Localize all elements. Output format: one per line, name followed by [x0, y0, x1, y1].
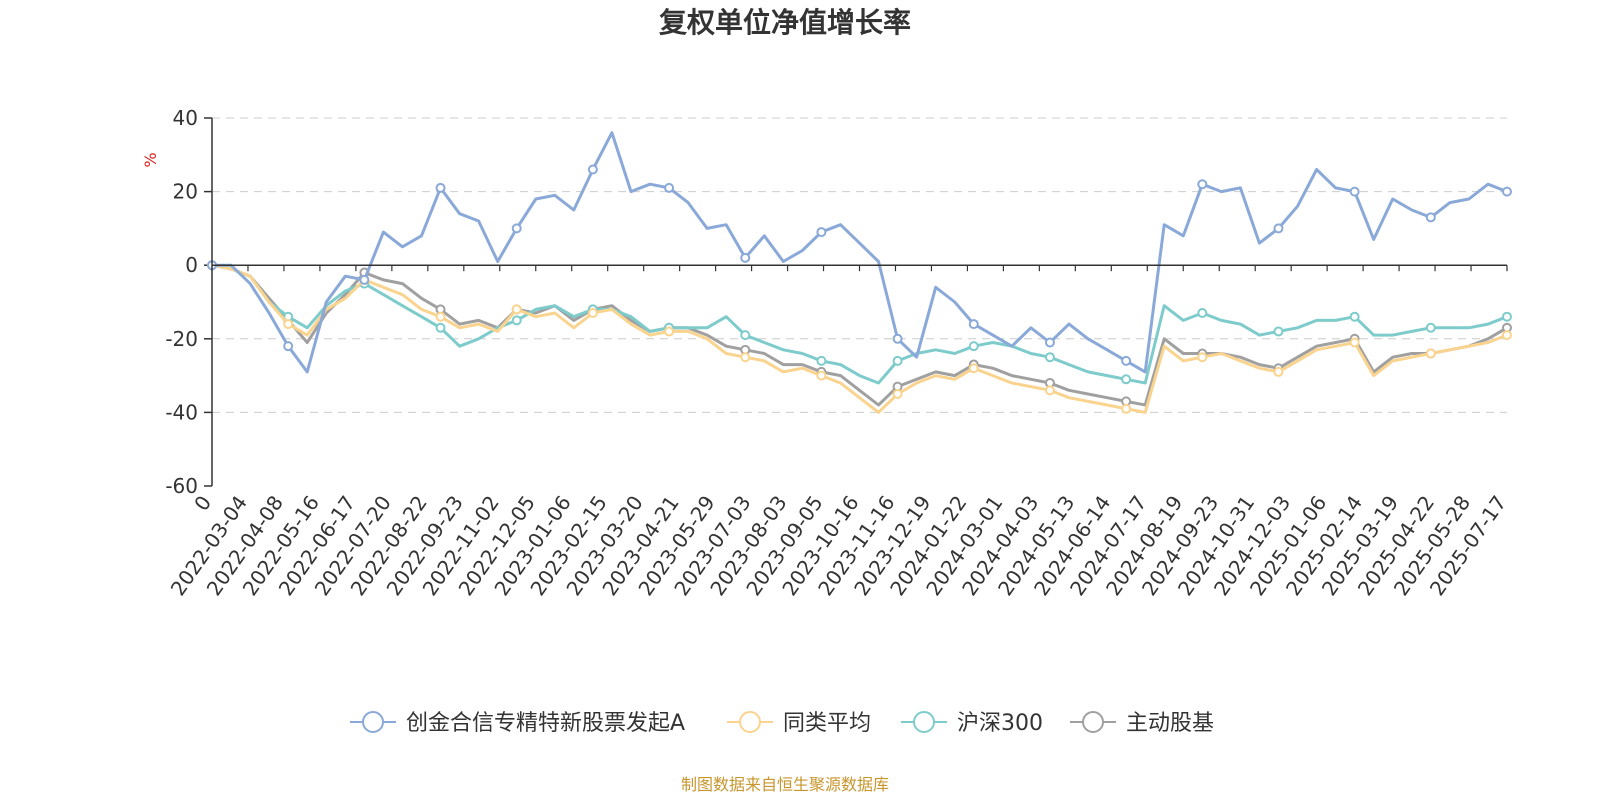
data-point: [740, 330, 751, 341]
data-point: [664, 182, 675, 193]
data-point: [1502, 186, 1512, 197]
y-tick-label: 20: [173, 180, 198, 204]
data-point: [1197, 179, 1208, 190]
data-point: [435, 182, 446, 193]
data-point: [1349, 186, 1360, 197]
data-point: [1121, 403, 1132, 414]
data-point: [359, 274, 370, 285]
data-point: [1044, 337, 1055, 348]
data-point: [511, 223, 522, 234]
data-point: [435, 322, 446, 333]
data-point: [1425, 212, 1436, 223]
data-point: [1121, 374, 1132, 385]
data-point: [587, 308, 598, 319]
legend-circle-icon: [913, 711, 935, 733]
data-point: [740, 252, 751, 263]
legend-circle-icon: [362, 711, 384, 733]
y-axis-unit-label: %: [141, 152, 160, 167]
chart-title: 复权单位净值增长率: [659, 6, 911, 39]
data-point: [816, 355, 827, 366]
data-point: [1349, 311, 1360, 322]
y-tick-label: -40: [165, 400, 198, 424]
data-point: [1349, 337, 1360, 348]
data-point: [664, 326, 675, 337]
data-point: [968, 363, 979, 374]
series-line: [212, 131, 1508, 374]
data-point: [1273, 223, 1284, 234]
data-point: [587, 164, 598, 175]
data-point: [892, 389, 903, 399]
data-point: [1121, 355, 1132, 366]
y-axis-ticks: 40 20 0 -20 -40 -60: [165, 106, 212, 498]
legend[interactable]: 创金合信专精特新股票发起A 同类平均 沪深300 主动股基: [350, 711, 1214, 736]
data-point: [816, 370, 827, 381]
data-point: [1273, 366, 1284, 377]
data-point: [968, 341, 979, 352]
data-point: [1197, 352, 1208, 363]
legend-item[interactable]: 创金合信专精特新股票发起A: [350, 711, 685, 736]
data-point: [892, 355, 903, 366]
data-point: [1502, 311, 1512, 322]
axes: [211, 118, 1507, 486]
data-point: [1044, 385, 1055, 396]
y-tick-label: -60: [165, 474, 198, 498]
data-point: [968, 319, 979, 330]
data-point: [1044, 352, 1055, 363]
source-note: 制图数据来自恒生聚源数据库: [681, 775, 889, 794]
data-point: [1273, 326, 1284, 337]
legend-label: 创金合信专精特新股票发起A: [406, 711, 685, 736]
legend-item[interactable]: 沪深300: [901, 711, 1043, 736]
x-tick-label: 0: [189, 491, 216, 515]
y-tick-label: -20: [165, 327, 198, 351]
series-line: [211, 263, 1508, 385]
grid-lines: [212, 117, 1507, 413]
data-point: [816, 227, 827, 238]
data-point: [1197, 308, 1208, 319]
series-lines: [207, 131, 1512, 414]
data-point: [283, 319, 294, 330]
x-axis-ticks: 02022-03-042022-04-082022-05-162022-06-1…: [166, 265, 1511, 600]
legend-label: 主动股基: [1126, 711, 1214, 736]
data-point: [283, 341, 294, 352]
series-line: [211, 263, 1508, 407]
data-point: [1425, 348, 1436, 359]
y-tick-label: 40: [173, 106, 198, 130]
data-point: [1425, 322, 1436, 333]
data-point: [511, 304, 522, 315]
data-point: [435, 311, 446, 322]
legend-label: 沪深300: [957, 711, 1043, 736]
data-point: [511, 315, 522, 326]
data-point: [1502, 330, 1512, 341]
legend-label: 同类平均: [783, 711, 871, 736]
legend-item[interactable]: 同类平均: [727, 711, 871, 736]
data-point: [740, 352, 751, 363]
series-line: [211, 263, 1508, 414]
legend-circle-icon: [739, 711, 761, 733]
legend-item[interactable]: 主动股基: [1070, 711, 1214, 736]
data-point: [892, 333, 903, 344]
legend-circle-icon: [1082, 711, 1104, 733]
y-tick-label: 0: [185, 253, 198, 277]
